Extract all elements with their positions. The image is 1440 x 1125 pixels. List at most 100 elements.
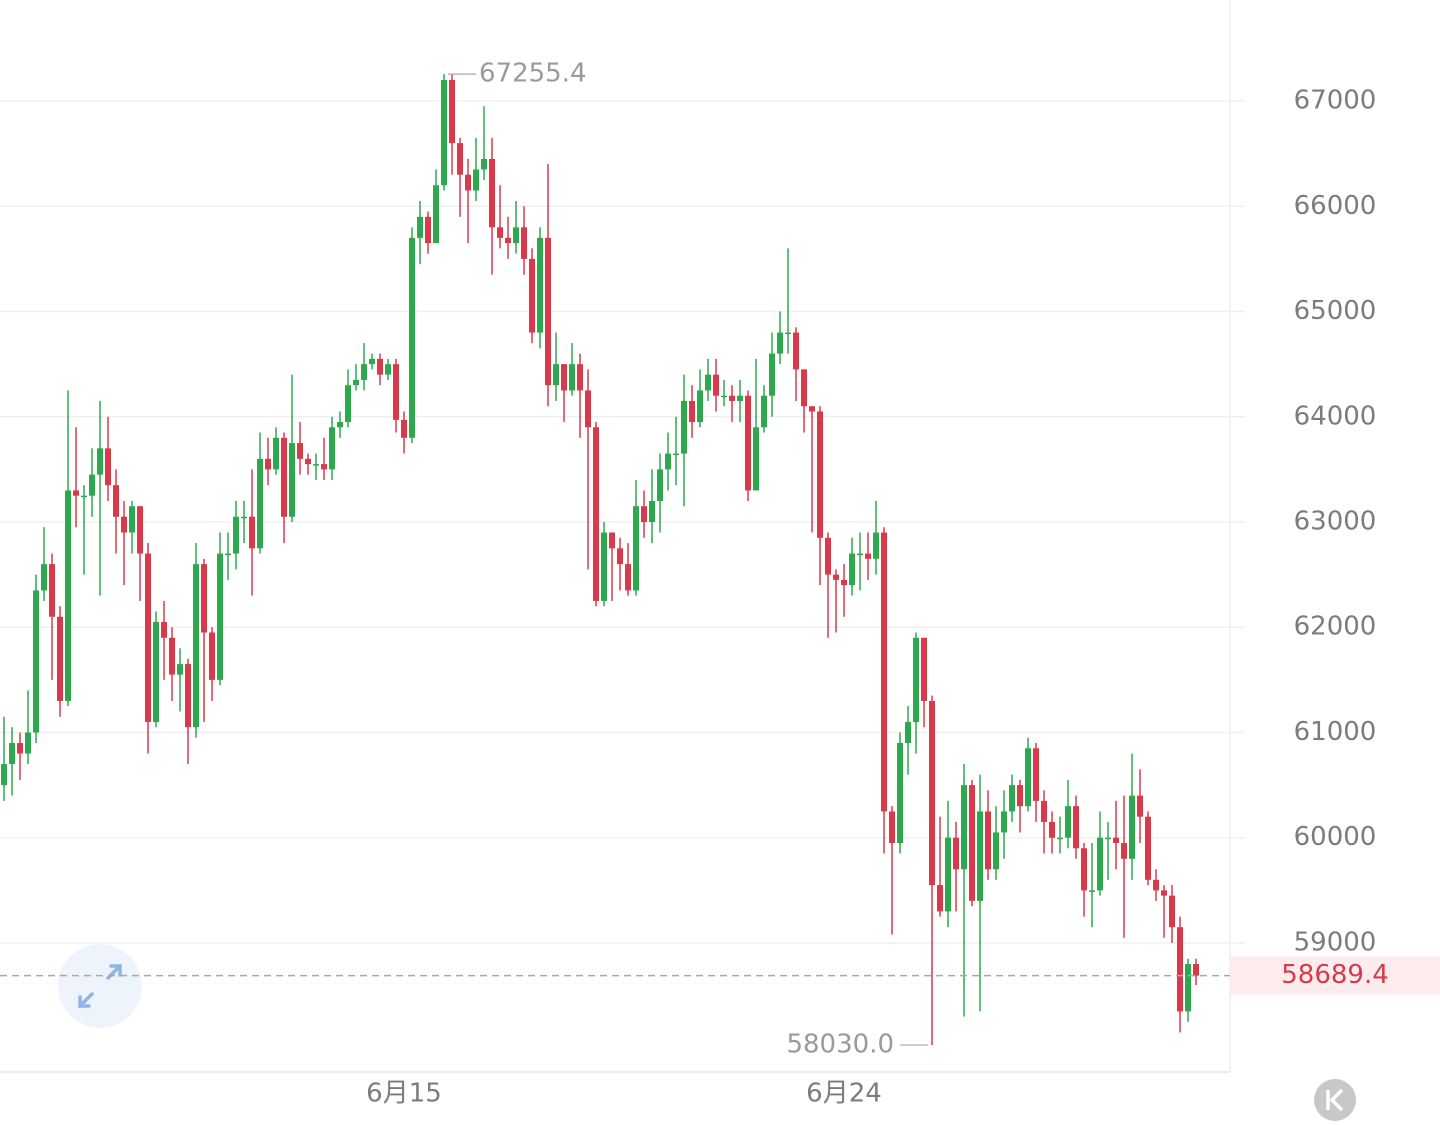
candle-body	[705, 374, 711, 391]
candle-body	[945, 837, 951, 912]
candle-body	[529, 258, 535, 333]
candle-body	[473, 169, 479, 191]
candle-body	[665, 453, 671, 470]
candle-body	[1161, 890, 1167, 896]
candle-body	[585, 390, 591, 428]
candle-body	[1105, 837, 1111, 840]
kline-toggle[interactable]	[1314, 1079, 1356, 1121]
candle-body	[1185, 964, 1191, 1012]
candle-body	[25, 732, 31, 754]
candle-body	[761, 395, 767, 428]
y-tick-label: 61000	[1294, 717, 1377, 747]
candle-body	[913, 637, 919, 722]
x-tick-label: 6月24	[806, 1079, 882, 1109]
candle-body	[697, 390, 703, 423]
candle-body	[841, 579, 847, 586]
candle-body	[1065, 806, 1071, 838]
candle-body	[809, 406, 815, 412]
candle-body	[449, 79, 455, 144]
candle-body	[345, 385, 351, 423]
candle-body	[105, 448, 111, 486]
candle-body	[777, 332, 783, 354]
candle-body	[985, 811, 991, 870]
candle-body	[33, 590, 39, 733]
candle-body	[289, 443, 295, 517]
expand-icon[interactable]	[78, 964, 122, 1008]
candle-body	[521, 227, 527, 259]
candle-body	[209, 632, 215, 680]
candle-body	[433, 185, 439, 244]
y-tick-label: 63000	[1294, 507, 1377, 537]
candle-body	[1137, 795, 1143, 817]
candle-body	[129, 506, 135, 533]
candle-body	[185, 664, 191, 728]
candle-body	[489, 158, 495, 228]
candle-body	[657, 469, 663, 501]
candle-body	[65, 490, 71, 701]
candle-body	[457, 143, 463, 175]
candle-body	[857, 553, 863, 556]
low-label: 58030.0	[786, 1030, 894, 1060]
candle-body	[849, 553, 855, 586]
candle-body	[553, 364, 559, 386]
candle-body	[1073, 806, 1079, 849]
candle-body	[1009, 785, 1015, 812]
candle-body	[1089, 890, 1095, 892]
candle-body	[1025, 748, 1031, 807]
candle-body	[537, 237, 543, 333]
candle-body	[969, 785, 975, 901]
candle-body	[569, 364, 575, 391]
candle-body	[753, 427, 759, 491]
candle-body	[937, 885, 943, 912]
candle-body	[273, 437, 279, 470]
candle-body	[681, 400, 687, 454]
candle-body	[1049, 821, 1055, 838]
candle-body	[785, 332, 791, 335]
candle-body	[593, 427, 599, 601]
candle-body	[49, 564, 55, 617]
candle-body	[545, 237, 551, 386]
candle-body	[297, 443, 303, 459]
expand-button[interactable]	[58, 944, 142, 1028]
candle-body	[153, 621, 159, 722]
candle-body	[337, 422, 343, 428]
candle-body	[1121, 842, 1127, 859]
candle-body	[689, 400, 695, 423]
y-tick-label: 60000	[1294, 822, 1377, 852]
candle-body	[873, 532, 879, 559]
candle-body	[713, 374, 719, 396]
candle-body	[1057, 837, 1063, 840]
candle-body	[465, 174, 471, 191]
candle-body	[425, 216, 431, 244]
candle-body	[641, 506, 647, 523]
candle-body	[121, 516, 127, 533]
expand-button-bg[interactable]	[58, 944, 142, 1028]
candle-body	[817, 411, 823, 538]
candle-body	[1097, 837, 1103, 891]
candle-body	[601, 532, 607, 601]
y-tick-label: 59000	[1294, 927, 1377, 957]
y-tick-label: 66000	[1294, 191, 1377, 221]
kline-toggle-icon[interactable]	[1326, 1088, 1344, 1112]
candle-body	[1169, 895, 1175, 928]
candle-body	[505, 237, 511, 244]
candle-body	[369, 358, 375, 365]
candle-body	[441, 79, 447, 186]
kline-toggle-bg[interactable]	[1314, 1079, 1356, 1121]
candle-body	[825, 537, 831, 575]
candle-body	[1033, 748, 1039, 801]
candle-body	[905, 721, 911, 744]
candle-body	[281, 437, 287, 517]
candle-body	[417, 216, 423, 238]
candle-body	[313, 464, 319, 466]
last-price-label: 58689.4	[1281, 960, 1389, 990]
x-tick-label: 6月15	[366, 1079, 442, 1109]
candle-body	[633, 506, 639, 591]
candle-body	[321, 464, 327, 470]
candle-body	[161, 621, 167, 638]
y-tick-label: 65000	[1294, 296, 1377, 326]
candle-body	[145, 553, 151, 722]
candle-body	[513, 227, 519, 244]
candle-body	[137, 506, 143, 554]
